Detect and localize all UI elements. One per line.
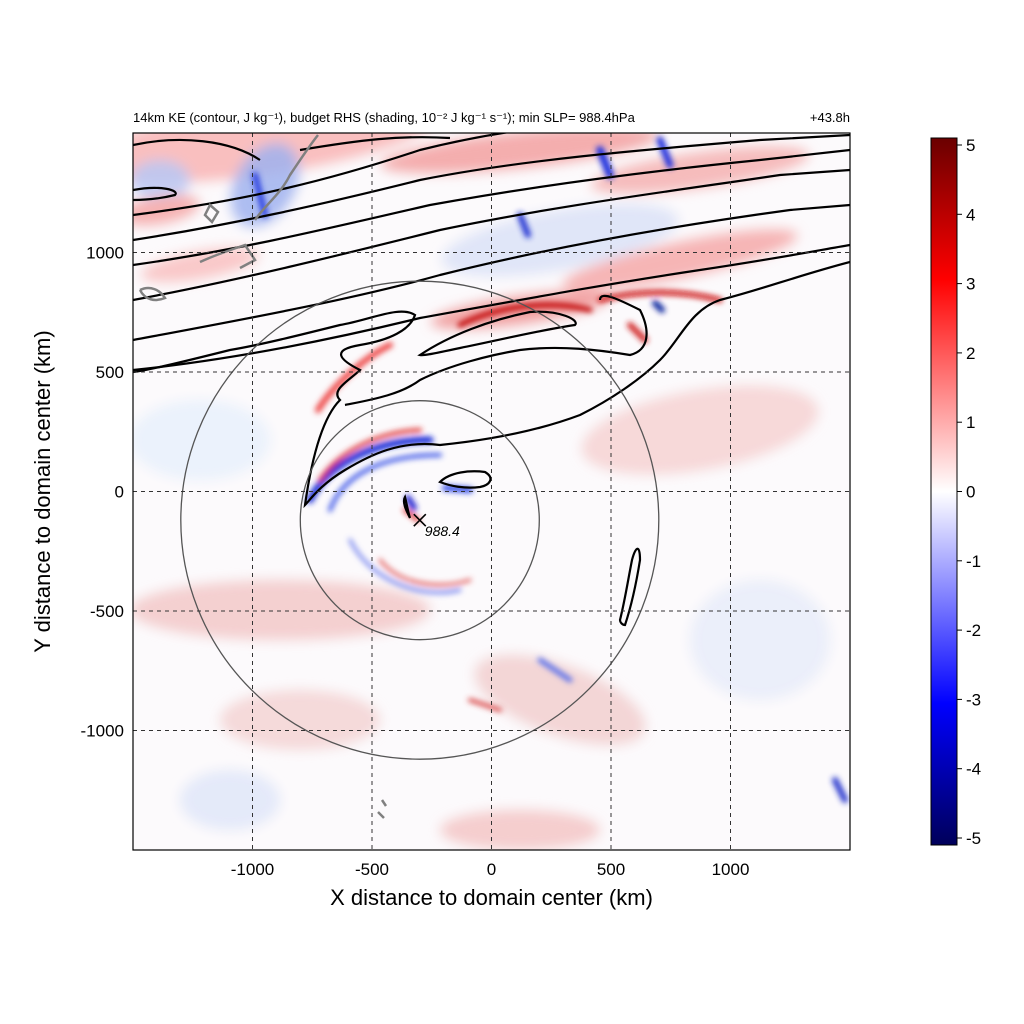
ke-contour-line — [417, 310, 577, 357]
shading-blob — [133, 400, 270, 480]
shading-streak — [832, 777, 848, 803]
chart-title: 14km KE (contour, J kg⁻¹), budget RHS (s… — [133, 110, 636, 125]
shading-streak — [405, 495, 417, 511]
shading-streak — [627, 322, 648, 343]
y-axis-label: Y distance to domain center (km) — [30, 330, 55, 652]
x-tick-label: -1000 — [231, 860, 274, 879]
ke-contour-line — [438, 470, 492, 489]
coastline-segment — [138, 286, 167, 302]
colorbar-tick-label: 2 — [966, 344, 975, 363]
shading-streak — [517, 212, 531, 238]
colorbar-tick-label: 1 — [966, 413, 975, 432]
plot-frame — [132, 132, 851, 851]
x-tick-label: 500 — [597, 860, 625, 879]
shading-blob — [133, 580, 430, 640]
storm-center-x — [413, 513, 427, 527]
shading-streak — [656, 136, 674, 169]
ke-contour-line — [133, 168, 850, 302]
colorbar-tick-label: -5 — [966, 829, 981, 848]
range-circle-1000km — [180, 280, 660, 760]
colorbar-tick-label: 4 — [966, 205, 975, 224]
storm-center-marker: 988.4 — [413, 513, 462, 541]
x-axis-ticks: -1000 -500 0 500 1000 — [231, 860, 750, 879]
colorbar-tick-label: 0 — [966, 483, 975, 502]
ke-contour-line — [402, 494, 412, 519]
ke-contours — [133, 133, 850, 627]
min-slp-label: 988.4 — [425, 523, 460, 539]
x-tick-label: 0 — [487, 860, 496, 879]
colorbar: 5 4 3 2 1 0 -1 -2 -3 -4 -5 — [930, 136, 981, 848]
colorbar-tick-label: 5 — [966, 136, 975, 155]
colorbar-tick-label: -3 — [966, 690, 981, 709]
colorbar-ticks: 5 4 3 2 1 0 -1 -2 -3 -4 -5 — [957, 136, 981, 848]
shading-streak — [318, 428, 422, 482]
colorbar-tick-label: -2 — [966, 621, 981, 640]
y-tick-label: -1000 — [81, 722, 124, 741]
ke-contour-line — [133, 133, 850, 242]
coastline-segment — [199, 243, 257, 270]
shading-streak — [306, 436, 434, 504]
shading-streak — [378, 558, 472, 587]
shading-smooth — [133, 133, 830, 850]
shading-streak — [348, 538, 462, 595]
coastline-segment — [377, 799, 388, 819]
shading-blob — [380, 133, 660, 174]
range-circles — [180, 280, 660, 760]
shading-streak — [468, 698, 502, 712]
colorbar-tick-label: 3 — [966, 275, 975, 294]
ke-contour-line — [133, 243, 850, 372]
shading-blob — [230, 143, 300, 227]
shading-streak — [315, 342, 393, 413]
shading-blob — [474, 654, 646, 746]
shading-blob — [140, 247, 260, 283]
coastline-segment — [203, 202, 220, 225]
y-tick-label: -500 — [90, 602, 124, 621]
shading-blob — [180, 770, 280, 830]
colorbar-tick-label: -1 — [966, 552, 981, 571]
shading-blob — [441, 203, 679, 277]
x-tick-label: 1000 — [712, 860, 750, 879]
ke-contour-line — [133, 133, 510, 217]
y-axis-ticks: -1000 -500 0 500 1000 — [81, 244, 124, 741]
chart-time-label: +43.8h — [810, 110, 850, 125]
ke-contour-line — [344, 294, 648, 407]
coastline-segment — [253, 134, 319, 221]
shading-blob — [562, 229, 798, 291]
colorbar-tick-label: -4 — [966, 760, 981, 779]
shading-blob — [591, 146, 809, 194]
ke-contour-line — [618, 547, 642, 627]
y-tick-label: 0 — [115, 483, 124, 502]
shading-blob — [440, 810, 600, 850]
x-tick-label: -500 — [355, 860, 389, 879]
ke-contour-line — [133, 260, 850, 509]
range-circle-500km — [299, 400, 540, 641]
coastline — [138, 134, 388, 819]
shading-blob — [690, 580, 830, 700]
shading-blob — [220, 690, 380, 750]
ke-contour-line — [133, 186, 177, 202]
colorbar-gradient — [930, 137, 958, 846]
y-tick-label: 500 — [96, 363, 124, 382]
budget-shading — [133, 133, 848, 850]
y-tick-label: 1000 — [86, 244, 124, 263]
shading-streak — [537, 657, 573, 683]
plot-area — [133, 133, 850, 850]
x-axis-label: X distance to domain center (km) — [330, 885, 653, 910]
shading-streak — [652, 300, 665, 313]
shading-blob — [133, 160, 190, 200]
shading-blob — [133, 194, 200, 226]
ke-contour-line — [133, 136, 451, 161]
shading-streak — [442, 485, 473, 493]
shading-blob — [581, 385, 819, 475]
ke-contour-line — [133, 203, 850, 342]
shading-streak — [328, 453, 442, 512]
